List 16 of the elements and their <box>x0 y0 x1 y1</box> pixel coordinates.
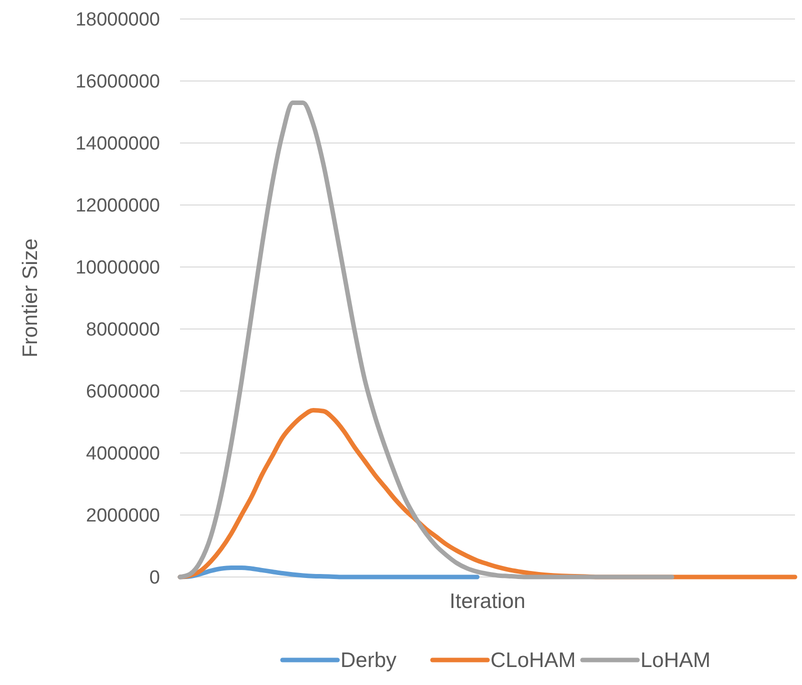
line-series <box>178 100 674 580</box>
y-tick-label: 2000000 <box>86 506 160 527</box>
x-axis-title: Iteration <box>450 590 526 613</box>
y-tick-label: 14000000 <box>75 134 160 155</box>
y-tick-label: 10000000 <box>75 258 160 279</box>
y-tick-label: 18000000 <box>75 10 160 31</box>
legend-label: CLoHAM <box>490 649 576 672</box>
y-tick-label: 6000000 <box>86 382 160 403</box>
y-tick-label: 12000000 <box>75 196 160 217</box>
y-tick-label: 0 <box>149 568 160 589</box>
y-axis-title: Frontier Size <box>19 238 42 358</box>
legend-label: LoHAM <box>640 649 711 672</box>
y-tick-label: 8000000 <box>86 320 160 341</box>
y-tick-label: 16000000 <box>75 72 160 93</box>
y-tick-label: 4000000 <box>86 444 160 465</box>
legend-label: Derby <box>340 649 398 672</box>
